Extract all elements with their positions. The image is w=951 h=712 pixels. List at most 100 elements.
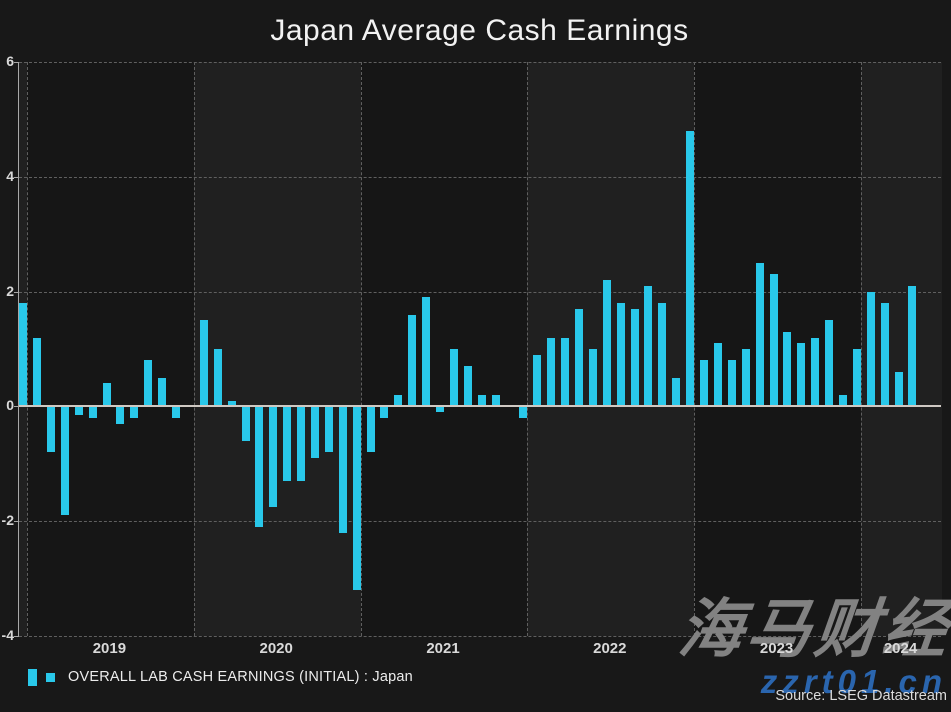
data-bar [644,285,653,407]
data-bar [130,406,139,418]
data-bar [394,394,403,407]
data-bar [269,406,278,507]
data-bar [436,406,445,413]
data-bar [616,303,625,407]
y-axis-tick [14,406,19,408]
data-bar [366,406,375,453]
gridline-horizontal [19,176,941,178]
legend-label: OVERALL LAB CASH EARNINGS (INITIAL) : Ja… [68,669,413,685]
data-bar [324,406,333,453]
source-attribution: Source: LSEG Datastream [775,688,947,704]
data-bar [547,337,556,407]
y-axis-tick [14,176,19,178]
x-axis-year-label: 2021 [426,640,460,657]
data-bar [19,303,28,407]
data-bar [33,337,42,407]
data-bar [241,406,250,441]
data-bar [741,349,750,407]
y-axis-label: -4 [1,627,14,643]
data-bar [894,371,903,407]
x-axis-year-label: 2023 [759,640,794,657]
plot-area [14,62,942,637]
gridline-vertical [861,62,862,636]
gridline-vertical [360,62,362,636]
data-bar [380,406,389,418]
data-bar [46,406,55,453]
data-bar [144,360,153,407]
data-bar [449,349,458,407]
data-bar [755,262,764,407]
data-bar [727,360,736,407]
gridline-horizontal [19,291,941,293]
data-bar [102,383,111,407]
data-bar [713,343,722,407]
data-bar [852,349,861,407]
data-bar [199,320,208,407]
y-axis-tick [14,636,19,637]
data-bar [825,320,834,407]
x-axis-year-label: 2019 [92,640,127,657]
y-axis-tick [14,291,19,293]
data-bar [352,406,361,591]
y-axis-tick [14,62,19,63]
y-axis-tick [14,521,19,523]
watermark-site-text: zzrt01.cn [760,663,947,701]
y-axis-label: 2 [6,282,14,299]
year-shading-band [27,62,194,636]
data-bar [561,337,570,407]
data-bar [213,349,222,407]
gridline-horizontal [19,521,941,523]
data-bar [866,291,875,407]
data-bar [839,394,847,407]
year-shading-band [694,62,861,636]
data-bar [491,394,500,407]
x-axis-year-label: 2024 [883,640,918,657]
chart-title: Japan Average Cash Earnings [270,14,689,47]
data-bar [338,406,347,533]
data-bar [658,303,667,407]
data-bar [519,406,528,418]
gridline-vertical [27,62,28,636]
data-bar [797,343,806,407]
legend-bar-marker-icon [28,668,37,686]
data-bar [811,337,820,407]
data-bar [60,406,69,516]
data-bar [408,314,417,407]
x-axis-year-label: 2022 [593,640,627,657]
y-axis-label: 0 [6,397,14,414]
data-bar [116,406,125,424]
legend: OVERALL LAB CASH EARNINGS (INITIAL) : Ja… [28,666,413,688]
y-axis-label: 6 [6,53,14,69]
data-bar [227,400,236,407]
data-bar [310,406,319,459]
data-bar [88,406,97,418]
data-bar [422,297,431,407]
data-bar [463,366,472,407]
gridline-horizontal [19,636,941,637]
zero-axis-line [19,405,941,408]
data-bar [908,285,917,407]
data-bar [158,377,167,407]
data-bar [880,303,889,407]
gridline-vertical [527,62,529,636]
data-bar [255,406,264,527]
gridline-horizontal [19,62,941,63]
data-bar [672,377,681,407]
data-bar [533,354,542,407]
gridline-vertical [193,62,195,636]
data-bar [297,406,306,481]
data-bar [283,406,292,481]
year-shading-band [360,62,528,636]
y-axis-label: 4 [6,167,14,184]
watermark: 海马财经 zzrt01.cn [675,593,951,701]
data-bar [783,331,792,407]
data-bar [686,130,695,407]
data-bar [172,406,181,418]
x-axis-year-label: 2020 [259,640,293,657]
data-bar [630,308,639,407]
y-axis-label: -2 [1,512,14,529]
data-bar [575,308,583,407]
legend-square-marker-icon [46,672,55,682]
data-bar [74,406,83,415]
